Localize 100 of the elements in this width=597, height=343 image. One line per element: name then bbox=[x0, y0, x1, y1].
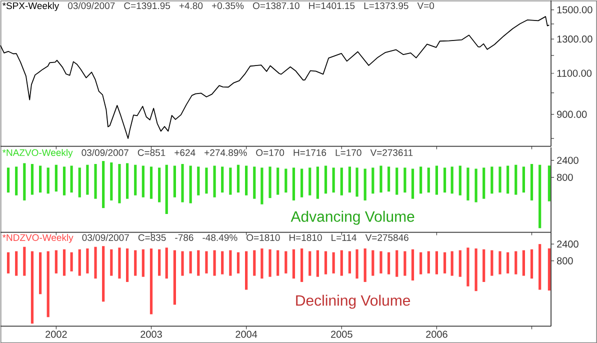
bar bbox=[411, 249, 414, 280]
annotation: 03/09/2007 bbox=[82, 234, 129, 241]
bar bbox=[70, 166, 73, 192]
bar bbox=[506, 166, 510, 194]
bar bbox=[94, 164, 97, 199]
bar bbox=[142, 249, 144, 277]
bar bbox=[46, 168, 50, 194]
bar bbox=[490, 250, 494, 276]
bar bbox=[506, 252, 510, 274]
bar bbox=[458, 250, 462, 277]
x-tick-label: 2004 bbox=[236, 330, 258, 338]
bar bbox=[102, 160, 105, 208]
bar bbox=[308, 251, 312, 276]
bar bbox=[213, 250, 216, 276]
bar bbox=[387, 166, 390, 192]
bar bbox=[332, 168, 335, 192]
bar bbox=[236, 164, 240, 192]
y-tick-label: 1300.00 bbox=[557, 35, 592, 42]
bar bbox=[356, 249, 358, 278]
bar bbox=[530, 164, 534, 200]
bar bbox=[118, 164, 121, 204]
bar bbox=[165, 164, 168, 214]
bar bbox=[205, 168, 208, 194]
bar bbox=[221, 251, 224, 274]
x-tick-label: 2002 bbox=[46, 330, 67, 338]
x-tick-label: 2005 bbox=[331, 330, 352, 338]
bar bbox=[300, 168, 304, 198]
bar bbox=[538, 244, 542, 290]
bar bbox=[54, 250, 58, 274]
bar bbox=[466, 168, 470, 200]
y-tick-label: 900.00 bbox=[557, 110, 587, 118]
bar bbox=[372, 250, 374, 276]
bar bbox=[94, 246, 97, 278]
bar bbox=[450, 251, 454, 276]
annotation: C=851 bbox=[138, 149, 166, 156]
line-series bbox=[0, 16, 550, 139]
x-tick-label: 2003 bbox=[140, 330, 162, 338]
annotation: O=1387.10 bbox=[252, 2, 300, 10]
bar bbox=[158, 168, 161, 202]
annotation: +4.80 bbox=[179, 2, 203, 10]
bar bbox=[490, 166, 494, 194]
bar bbox=[548, 165, 551, 202]
bar bbox=[324, 251, 328, 274]
bar bbox=[411, 168, 414, 199]
bar bbox=[522, 166, 525, 192]
annotation: -786 bbox=[175, 234, 194, 241]
bar bbox=[15, 251, 18, 276]
bar bbox=[450, 166, 454, 194]
bar bbox=[420, 166, 422, 194]
bar bbox=[482, 168, 486, 199]
bar bbox=[435, 166, 438, 195]
bar bbox=[364, 168, 366, 200]
bar bbox=[420, 252, 422, 274]
x-tick-label: 2006 bbox=[426, 330, 448, 338]
bar bbox=[142, 166, 144, 198]
bar bbox=[150, 166, 153, 199]
bar bbox=[126, 163, 129, 199]
bar bbox=[173, 166, 176, 198]
bar bbox=[260, 168, 264, 204]
bar bbox=[102, 246, 105, 302]
bar bbox=[78, 168, 81, 198]
y-tick-label: 800 bbox=[557, 257, 573, 264]
bar bbox=[23, 163, 26, 200]
bar bbox=[205, 251, 208, 274]
bar bbox=[70, 252, 73, 272]
bar bbox=[404, 251, 406, 276]
annotation: L=1373.95 bbox=[364, 2, 408, 10]
bar bbox=[356, 168, 358, 197]
annotation: H=1810 bbox=[290, 234, 322, 241]
text: Advancing Volume bbox=[290, 210, 414, 225]
bar bbox=[443, 168, 446, 192]
bar bbox=[316, 166, 319, 199]
text: Declining Volume bbox=[296, 294, 410, 309]
bar bbox=[39, 252, 42, 294]
bar bbox=[348, 166, 352, 192]
bar bbox=[23, 246, 26, 276]
bar bbox=[78, 249, 81, 276]
bar bbox=[380, 251, 382, 274]
bar bbox=[181, 164, 184, 202]
bar bbox=[221, 166, 224, 192]
bar bbox=[300, 248, 304, 282]
bar bbox=[260, 248, 264, 278]
y-tick-label: 1100.00 bbox=[557, 70, 592, 77]
bar bbox=[435, 251, 438, 274]
chart-title: *NDZVO-Weekly bbox=[2, 234, 74, 243]
bar bbox=[284, 251, 288, 274]
annotation: H=1401.15 bbox=[309, 2, 355, 10]
bar bbox=[514, 251, 518, 274]
annotation: +274.89% bbox=[204, 149, 247, 156]
bar bbox=[253, 250, 256, 276]
bar bbox=[396, 250, 398, 277]
bar bbox=[427, 251, 430, 274]
bar bbox=[86, 164, 89, 195]
bar bbox=[189, 251, 192, 274]
bar bbox=[458, 166, 462, 196]
annotation: +0.35% bbox=[212, 2, 244, 10]
bar bbox=[387, 252, 390, 274]
bar bbox=[443, 252, 446, 274]
bar bbox=[372, 168, 374, 194]
bar bbox=[118, 248, 121, 278]
